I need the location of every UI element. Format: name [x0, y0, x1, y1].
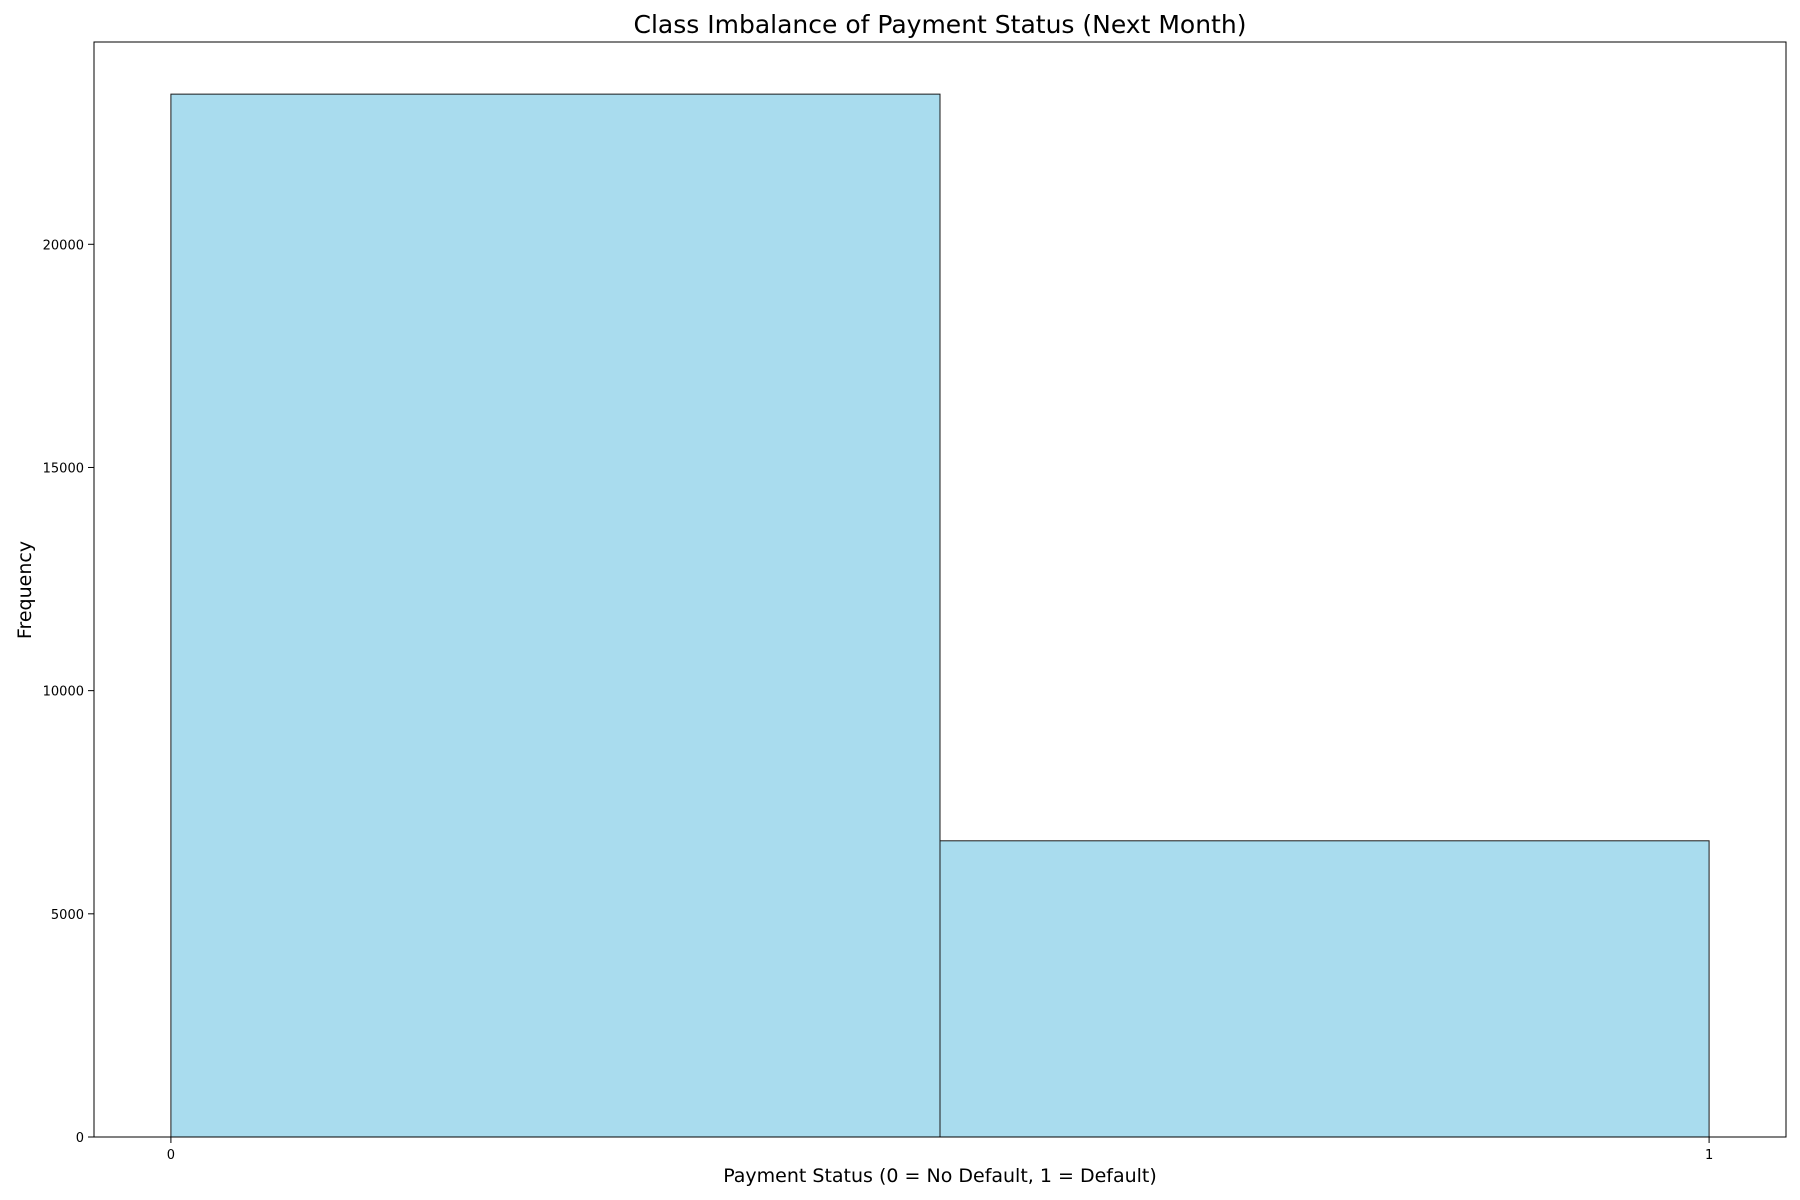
y-tick-label-4: 20000 — [43, 238, 84, 253]
histogram-bar-1 — [939, 840, 1710, 1138]
histogram-bar-0 — [170, 93, 941, 1138]
y-tick-label-1: 5000 — [51, 908, 84, 923]
y-axis-ticks: 0 5000 10000 15000 20000 — [43, 238, 94, 1146]
x-tick-label-1: 1 — [1705, 1148, 1713, 1163]
y-tick-label-0: 0 — [76, 1131, 84, 1146]
x-tick-label-0: 0 — [167, 1148, 175, 1163]
y-tick-label-2: 10000 — [43, 685, 84, 700]
x-axis-label: Payment Status (0 = No Default, 1 = Defa… — [723, 1165, 1157, 1187]
chart-title: Class Imbalance of Payment Status (Next … — [634, 10, 1247, 39]
bars-layer — [170, 93, 1710, 1138]
y-tick-label-3: 15000 — [43, 461, 84, 476]
y-axis-label: Frequency — [14, 541, 36, 639]
plot-frame — [93, 41, 1787, 1138]
